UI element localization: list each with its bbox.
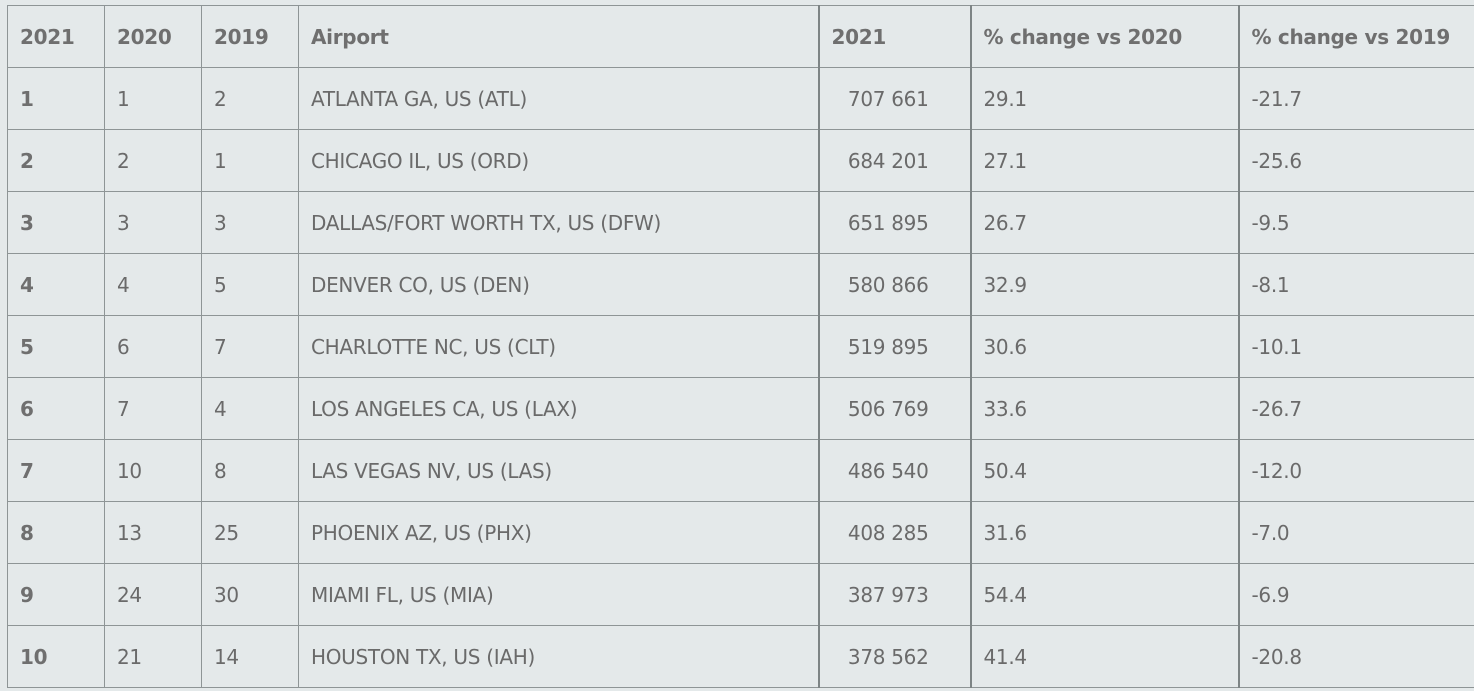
cell-rank-2020: 24 [104,563,202,626]
cell-rank-2019: 2 [201,67,299,130]
table-row: 2 2 1 CHICAGO IL, US (ORD) 684 201 27.1 -25.6 [7,129,1474,192]
cell-rank-2019: 4 [201,377,299,440]
cell-rank-2021: 9 [7,563,105,626]
cell-change-vs-2019: -12.0 [1237,439,1474,502]
cell-rank-2019: 25 [201,501,299,564]
table-body: 1 1 2 ATLANTA GA, US (ATL) 707 661 29.1 -21.7 2… [7,67,1474,688]
cell-airport: PHOENIX AZ, US (PHX) [298,501,819,564]
cell-change-vs-2020: 54.4 [969,563,1239,626]
table-row: 8 13 25 PHOENIX AZ, US (PHX) 408 285 31.6 -7.0 [7,501,1474,564]
cell-change-vs-2019: -26.7 [1237,377,1474,440]
cell-rank-2019: 1 [201,129,299,192]
cell-rank-2021: 2 [7,129,105,192]
cell-rank-2020: 10 [104,439,202,502]
cell-rank-2020: 4 [104,253,202,316]
header-rank-2020: 2020 [104,5,202,68]
cell-airport: CHARLOTTE NC, US (CLT) [298,315,819,378]
cell-change-vs-2019: -21.7 [1237,67,1474,130]
cell-rank-2020: 7 [104,377,202,440]
cell-value-2021: 580 866 [817,253,971,316]
cell-value-2021: 506 769 [817,377,971,440]
cell-change-vs-2020: 41.4 [969,625,1239,688]
header-change-vs-2019: % change vs 2019 [1237,5,1474,68]
cell-rank-2021: 8 [7,501,105,564]
table-row: 6 7 4 LOS ANGELES CA, US (LAX) 506 769 33.6 -2… [7,377,1474,440]
cell-airport: LOS ANGELES CA, US (LAX) [298,377,819,440]
header-change-vs-2020: % change vs 2020 [969,5,1239,68]
header-value-2021: 2021 [817,5,971,68]
cell-rank-2021: 4 [7,253,105,316]
cell-change-vs-2020: 32.9 [969,253,1239,316]
table-row: 5 6 7 CHARLOTTE NC, US (CLT) 519 895 30.6 -10.… [7,315,1474,378]
cell-value-2021: 519 895 [817,315,971,378]
cell-rank-2020: 2 [104,129,202,192]
cell-change-vs-2019: -10.1 [1237,315,1474,378]
cell-change-vs-2020: 27.1 [969,129,1239,192]
cell-rank-2020: 13 [104,501,202,564]
cell-airport: ATLANTA GA, US (ATL) [298,67,819,130]
header-rank-2019: 2019 [201,5,299,68]
cell-change-vs-2020: 33.6 [969,377,1239,440]
table-row: 4 4 5 DENVER CO, US (DEN) 580 866 32.9 -8.1 [7,253,1474,316]
table-row: 1 1 2 ATLANTA GA, US (ATL) 707 661 29.1 -21.7 [7,67,1474,130]
cell-value-2021: 387 973 [817,563,971,626]
cell-change-vs-2020: 31.6 [969,501,1239,564]
cell-rank-2019: 30 [201,563,299,626]
header-rank-2021: 2021 [7,5,105,68]
table-row: 9 24 30 MIAMI FL, US (MIA) 387 973 54.4 -6.9 [7,563,1474,626]
cell-value-2021: 684 201 [817,129,971,192]
cell-rank-2019: 14 [201,625,299,688]
cell-rank-2021: 5 [7,315,105,378]
cell-rank-2019: 5 [201,253,299,316]
cell-change-vs-2019: -7.0 [1237,501,1474,564]
cell-value-2021: 651 895 [817,191,971,254]
cell-change-vs-2020: 30.6 [969,315,1239,378]
cell-change-vs-2020: 50.4 [969,439,1239,502]
cell-change-vs-2019: -8.1 [1237,253,1474,316]
cell-rank-2019: 3 [201,191,299,254]
cell-change-vs-2020: 29.1 [969,67,1239,130]
cell-rank-2021: 1 [7,67,105,130]
table-row: 3 3 3 DALLAS/FORT WORTH TX, US (DFW) 651 895… [7,191,1474,254]
cell-rank-2021: 3 [7,191,105,254]
cell-airport: HOUSTON TX, US (IAH) [298,625,819,688]
cell-change-vs-2019: -20.8 [1237,625,1474,688]
cell-airport: DALLAS/FORT WORTH TX, US (DFW) [298,191,819,254]
cell-airport: DENVER CO, US (DEN) [298,253,819,316]
cell-airport: CHICAGO IL, US (ORD) [298,129,819,192]
cell-rank-2020: 21 [104,625,202,688]
cell-rank-2020: 1 [104,67,202,130]
cell-change-vs-2019: -9.5 [1237,191,1474,254]
table-row: 7 10 8 LAS VEGAS NV, US (LAS) 486 540 50.4 -12… [7,439,1474,502]
cell-value-2021: 486 540 [817,439,971,502]
cell-rank-2020: 3 [104,191,202,254]
cell-value-2021: 707 661 [817,67,971,130]
cell-rank-2019: 7 [201,315,299,378]
cell-rank-2019: 8 [201,439,299,502]
cell-rank-2021: 10 [7,625,105,688]
cell-rank-2021: 6 [7,377,105,440]
table-row: 10 21 14 HOUSTON TX, US (IAH) 378 562 41.4 -20… [7,625,1474,688]
airport-ranking-table: 2021 2020 2019 Airport 2021 % change vs … [7,5,1474,688]
cell-airport: MIAMI FL, US (MIA) [298,563,819,626]
cell-rank-2021: 7 [7,439,105,502]
cell-airport: LAS VEGAS NV, US (LAS) [298,439,819,502]
header-airport: Airport [298,5,819,68]
cell-value-2021: 408 285 [817,501,971,564]
cell-change-vs-2020: 26.7 [969,191,1239,254]
cell-rank-2020: 6 [104,315,202,378]
header-row: 2021 2020 2019 Airport 2021 % change vs … [7,5,1474,68]
cell-value-2021: 378 562 [817,625,971,688]
cell-change-vs-2019: -25.6 [1237,129,1474,192]
cell-change-vs-2019: -6.9 [1237,563,1474,626]
